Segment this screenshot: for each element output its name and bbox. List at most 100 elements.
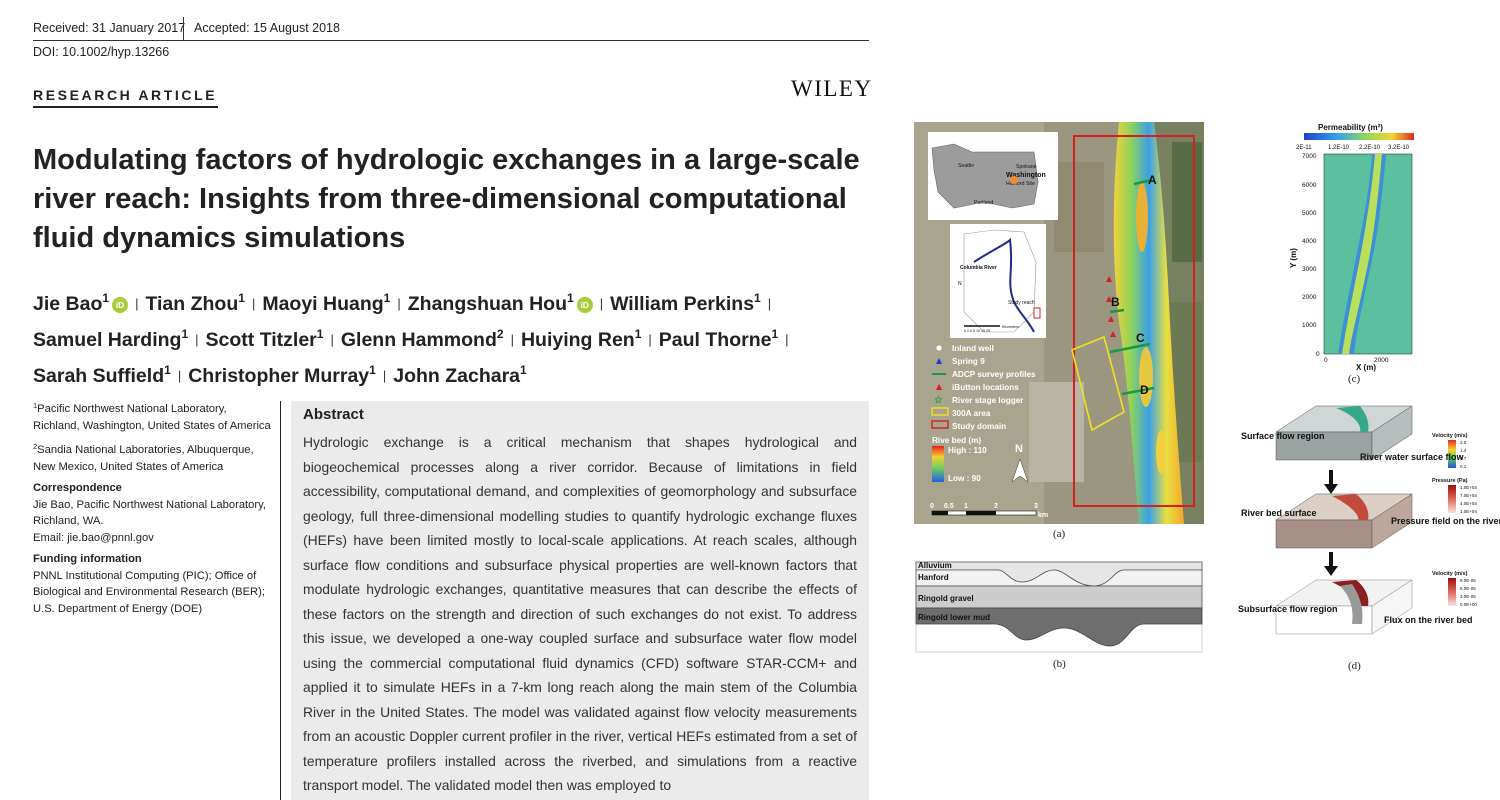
publisher-logo: WILEY	[791, 76, 873, 101]
svg-text:Portland: Portland	[974, 200, 993, 206]
author-name[interactable]: Zhangshuan Hou1	[407, 291, 574, 315]
area-300a-box	[1071, 335, 1125, 432]
orcid-icon[interactable]: iD	[112, 297, 129, 313]
author-name[interactable]: Paul Thorne1	[658, 327, 779, 351]
svg-text:0.7: 0.7	[1460, 456, 1467, 461]
doi[interactable]: DOI: 10.1002/hyp.13266	[33, 45, 170, 59]
svg-text:2: 2	[994, 503, 998, 510]
author-name[interactable]: Huiying Ren1	[520, 327, 642, 351]
author-name[interactable]: Christopher Murray1	[188, 363, 376, 387]
article-type-underline	[33, 106, 218, 108]
author-separator: |	[251, 296, 256, 311]
panel-a-caption: (a)	[1053, 528, 1066, 540]
author-affiliation-number: 1	[567, 291, 574, 305]
svg-text:Study domain: Study domain	[952, 422, 1006, 431]
svg-text:2.0: 2.0	[1460, 440, 1467, 445]
correspondence-email[interactable]: Email: jie.bao@pnnl.gov	[33, 531, 154, 544]
columbia-river-inset	[950, 224, 1046, 338]
received-date: Received: 31 January 2017	[33, 21, 186, 35]
abstract-heading: Abstract	[303, 406, 364, 423]
svg-text:4.0E+04: 4.0E+04	[1460, 501, 1477, 506]
orcid-icon[interactable]: iD	[576, 297, 593, 313]
svg-text:0: 0	[1324, 357, 1328, 364]
svg-text:B: B	[1111, 295, 1120, 309]
author-separator: |	[510, 332, 514, 347]
author-separator: |	[599, 296, 604, 311]
panel-c-caption: (c)	[1348, 373, 1361, 385]
svg-text:High : 110: High : 110	[948, 446, 987, 455]
svg-text:Ringold gravel: Ringold gravel	[918, 594, 974, 603]
figure-panel-d: Velocity (m/s) 2.0 1.4 0.7 0.1 Pressure …	[1238, 405, 1500, 635]
svg-text:2E-11: 2E-11	[1296, 145, 1312, 151]
author-name[interactable]: Scott Titzler1	[205, 327, 324, 351]
svg-text:3.2E-10: 3.2E-10	[1388, 145, 1410, 151]
abstract-text: Hydrologic exchange is a critical mechan…	[303, 434, 857, 793]
svg-text:1: 1	[964, 503, 968, 510]
author-name[interactable]: Samuel Harding1	[33, 327, 189, 351]
funding-text: PNNL Institutional Computing (PIC); Offi…	[33, 569, 265, 615]
svg-text:1.2E-10: 1.2E-10	[1328, 145, 1350, 151]
svg-text:2.2E-10: 2.2E-10	[1359, 145, 1381, 151]
svg-text:0.5: 0.5	[944, 503, 954, 510]
svg-text:Inland well: Inland well	[952, 344, 994, 353]
author-affiliation-number: 1	[102, 291, 110, 305]
author-affiliation-number: 1	[520, 363, 527, 377]
author-affiliation-number: 1	[369, 363, 376, 377]
svg-text:1000: 1000	[1302, 322, 1317, 329]
author-name[interactable]: Maoyi Huang1	[262, 291, 391, 315]
svg-text:Y (m): Y (m)	[1289, 248, 1298, 268]
svg-text:2000: 2000	[1374, 357, 1389, 364]
correspondence-heading: Correspondence	[33, 482, 122, 494]
svg-text:0.0E+00: 0.0E+00	[1460, 602, 1477, 607]
svg-text:Kilometers: Kilometers	[1002, 325, 1019, 329]
svg-text:Ringold lower mud: Ringold lower mud	[918, 613, 990, 622]
author-name[interactable]: John Zachara1	[393, 363, 527, 387]
svg-text:1.0E+04: 1.0E+04	[1460, 509, 1477, 514]
author-name[interactable]: Tian Zhou1	[145, 291, 245, 315]
svg-text:Pressure field on the river be: Pressure field on the river bed	[1391, 516, 1500, 526]
svg-text:Spokane: Spokane	[1016, 164, 1037, 170]
svg-text:7000: 7000	[1302, 153, 1317, 160]
author-affiliation-number: 1	[316, 327, 324, 341]
river-channel	[1113, 122, 1184, 524]
svg-text:Rive bed (m): Rive bed (m)	[932, 436, 981, 445]
author-separator: |	[397, 296, 401, 311]
svg-text:River water surface flow: River water surface flow	[1360, 452, 1465, 462]
svg-text:Hanford Site: Hanford Site	[1006, 181, 1035, 187]
accepted-date: Accepted: 15 August 2018	[194, 21, 340, 35]
correspondence-name: Jie Bao, Pacific Northwest National Labo…	[33, 498, 266, 528]
author-affiliation-number: 1	[238, 291, 245, 305]
svg-text:3000: 3000	[1302, 266, 1317, 273]
author-separator: |	[382, 368, 387, 383]
svg-text:☆: ☆	[934, 395, 943, 406]
author-name[interactable]: William Perkins1	[610, 291, 761, 315]
svg-text:3: 3	[1034, 503, 1038, 510]
svg-text:7.0E+04: 7.0E+04	[1460, 493, 1477, 498]
svg-text:0: 0	[930, 503, 934, 510]
author-name[interactable]: Glenn Hammond2	[340, 327, 504, 351]
svg-text:6.0E-06: 6.0E-06	[1460, 586, 1476, 591]
svg-text:Surface flow region: Surface flow region	[1241, 431, 1325, 441]
author-name[interactable]: Sarah Suffield1	[33, 363, 171, 387]
svg-text:A: A	[1148, 173, 1157, 187]
svg-text:4000: 4000	[1302, 238, 1317, 245]
header-rule	[33, 40, 869, 41]
article-info-column: 1Pacific Northwest National Laboratory, …	[33, 398, 273, 622]
svg-text:Study reach: Study reach	[1008, 300, 1035, 306]
author-affiliation-number: 1	[383, 291, 391, 305]
svg-text:River stage logger: River stage logger	[952, 396, 1024, 405]
svg-text:0: 0	[1316, 351, 1320, 358]
author-name[interactable]: Jie Bao1	[33, 291, 110, 315]
svg-text:3.0E-06: 3.0E-06	[1460, 594, 1476, 599]
panel-d-caption: (d)	[1348, 660, 1361, 672]
author-affiliation-number: 1	[754, 291, 761, 305]
header-separator	[183, 17, 184, 40]
svg-text:Low : 90: Low : 90	[948, 474, 981, 483]
author-separator: |	[135, 296, 139, 311]
svg-text:5000: 5000	[1302, 210, 1317, 217]
funding-heading: Funding information	[33, 553, 142, 565]
figure-panel-a: A B C D Seattle Spokane Washington Hanfo…	[914, 122, 1204, 524]
affiliation-1: 1Pacific Northwest National Laboratory, …	[33, 401, 271, 432]
author-affiliation-number: 1	[164, 363, 171, 377]
svg-text:Velocity (m/s): Velocity (m/s)	[1432, 433, 1468, 439]
